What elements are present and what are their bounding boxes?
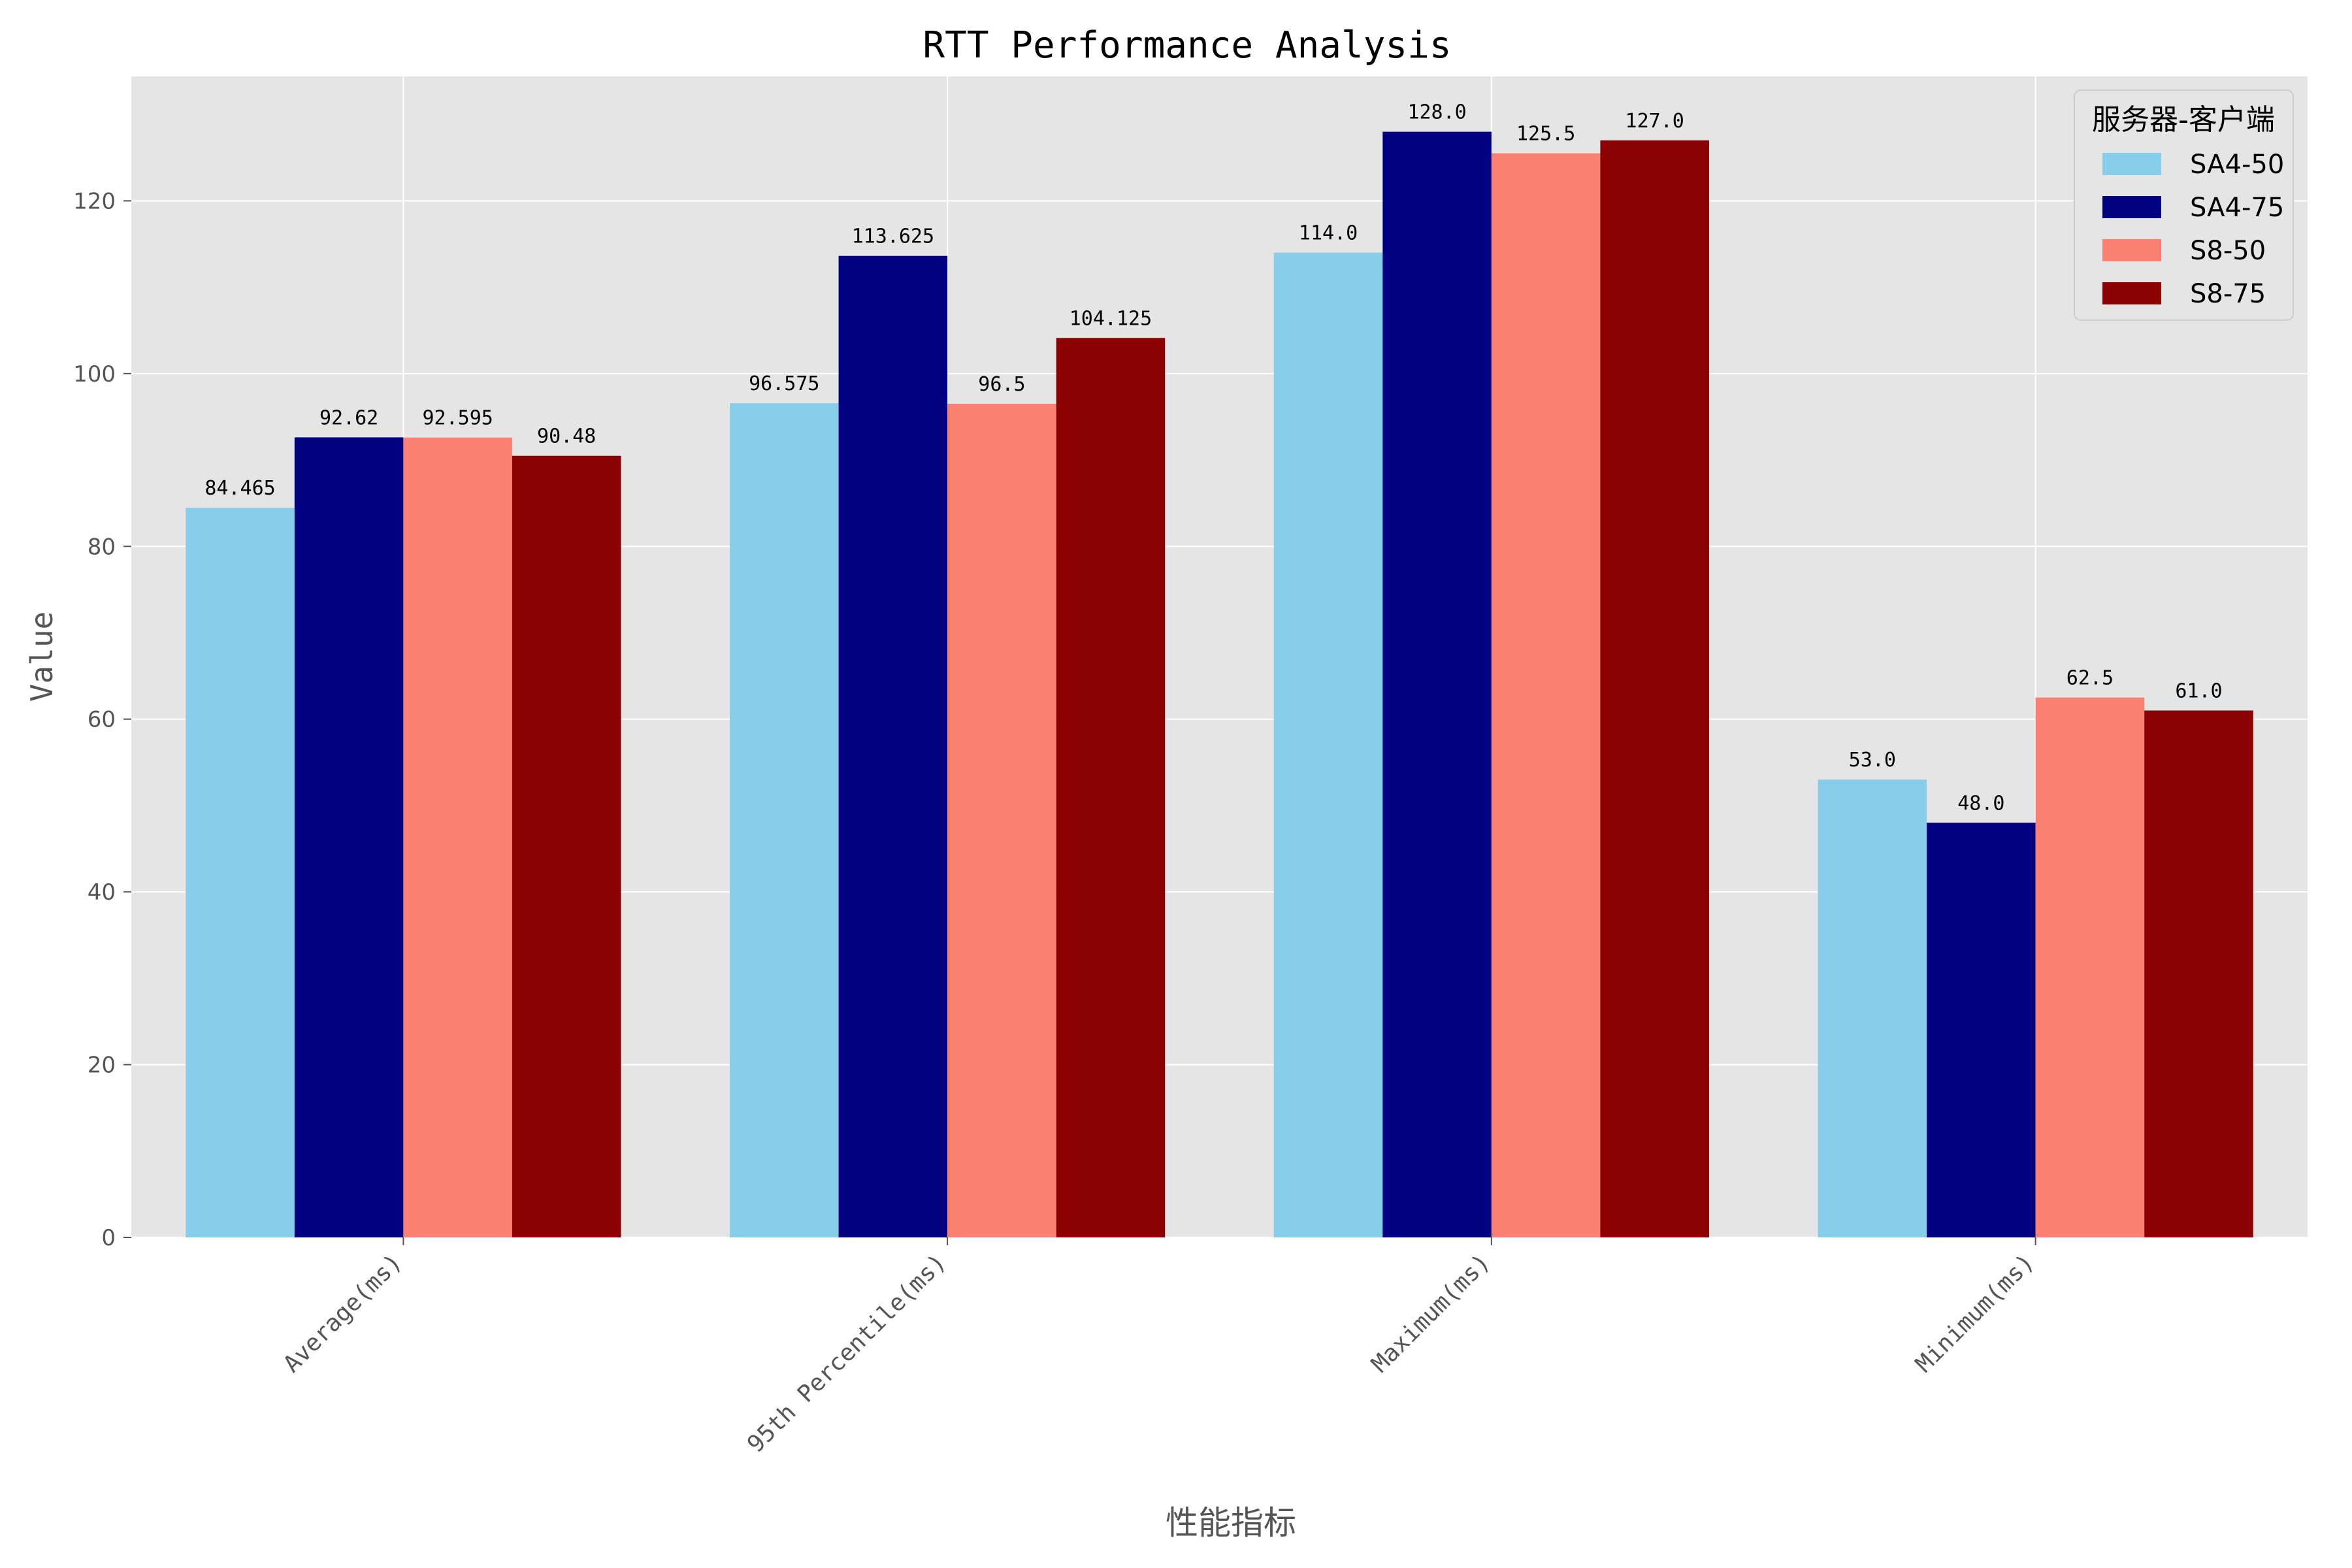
x-tick-label: 95th Percentile(ms) <box>742 1249 951 1458</box>
bar <box>2144 710 2253 1237</box>
bar <box>1056 338 1166 1237</box>
data-label: 104.125 <box>1070 307 1152 330</box>
y-tick-label: 0 <box>101 1225 116 1251</box>
bar <box>1273 252 1383 1238</box>
chart-title: RTT Performance Analysis <box>923 24 1451 67</box>
legend-swatch <box>2102 282 2161 304</box>
legend-label: S8-50 <box>2190 236 2266 266</box>
legend-swatch <box>2102 153 2161 175</box>
bar <box>403 437 512 1237</box>
legend-title: 服务器-客户端 <box>2092 103 2275 137</box>
bar <box>838 255 948 1237</box>
y-tick-label: 80 <box>88 534 116 560</box>
bars <box>186 131 2253 1238</box>
legend-swatch <box>2102 196 2161 218</box>
data-label: 61.0 <box>2175 679 2222 702</box>
x-axis: Average(ms) 95th Percentile(ms) Maximum(ms… <box>278 1237 2040 1458</box>
legend: 服务器-客户端 SA4-50 SA4-75 S8-50 S8-75 <box>2074 90 2294 321</box>
y-tick-label: 60 <box>88 707 116 733</box>
data-label: 53.0 <box>1849 749 1896 772</box>
legend-label: SA4-50 <box>2190 150 2284 180</box>
data-label: 84.465 <box>204 477 275 500</box>
data-label: 128.0 <box>1407 101 1466 124</box>
bar <box>1818 779 1927 1237</box>
legend-label: S8-75 <box>2190 279 2266 309</box>
bar <box>1600 140 1709 1237</box>
data-label: 114.0 <box>1299 222 1358 245</box>
legend-label: SA4-75 <box>2190 193 2284 223</box>
legend-items: SA4-50 SA4-75 S8-50 S8-75 <box>2102 150 2284 309</box>
bar <box>186 508 295 1238</box>
data-label: 92.62 <box>319 406 378 429</box>
legend-box <box>2074 90 2294 321</box>
data-label: 96.5 <box>978 373 1025 396</box>
data-label: 92.595 <box>422 407 493 430</box>
bar <box>1927 823 2036 1237</box>
data-label: 90.48 <box>537 425 596 448</box>
y-axis-label: Value <box>24 612 59 702</box>
data-label: 48.0 <box>1957 792 2004 815</box>
bar <box>1491 153 1601 1238</box>
bar <box>512 455 621 1237</box>
data-label: 96.575 <box>749 372 819 395</box>
y-tick-label: 20 <box>88 1053 116 1079</box>
y-tick-label: 40 <box>88 879 116 906</box>
y-tick-label: 100 <box>73 361 116 387</box>
y-tick-label: 120 <box>73 188 116 214</box>
bar <box>2035 697 2145 1237</box>
bar <box>947 404 1056 1237</box>
data-labels: 84.465 96.575 114.0 53.0 92.62 113.625 128.0 48… <box>204 101 2222 815</box>
bar <box>730 403 839 1237</box>
y-axis: 0 20 40 60 80 100 120 <box>73 188 131 1251</box>
legend-swatch <box>2102 239 2161 261</box>
x-tick-label: Minimum(ms) <box>1910 1249 2040 1378</box>
data-label: 113.625 <box>852 225 934 248</box>
x-axis-label: 性能指标 <box>1166 1504 1296 1542</box>
bar <box>294 437 404 1237</box>
x-tick-label: Maximum(ms) <box>1367 1249 1496 1378</box>
data-label: 125.5 <box>1516 123 1575 146</box>
x-tick-label: Average(ms) <box>278 1249 408 1378</box>
data-label: 127.0 <box>1625 110 1684 133</box>
bar <box>1382 131 1492 1238</box>
data-label: 62.5 <box>2066 667 2114 690</box>
